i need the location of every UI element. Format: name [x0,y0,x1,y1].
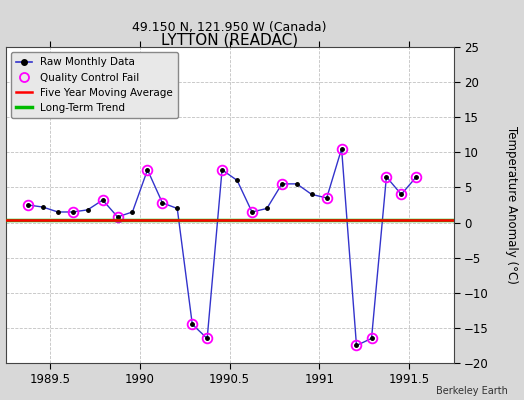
Text: Berkeley Earth: Berkeley Earth [436,386,508,396]
Y-axis label: Temperature Anomaly (°C): Temperature Anomaly (°C) [506,126,518,284]
Title: LYTTON (READAC): LYTTON (READAC) [161,32,298,47]
Text: 49.150 N, 121.950 W (Canada): 49.150 N, 121.950 W (Canada) [133,21,327,34]
Legend: Raw Monthly Data, Quality Control Fail, Five Year Moving Average, Long-Term Tren: Raw Monthly Data, Quality Control Fail, … [11,52,178,118]
